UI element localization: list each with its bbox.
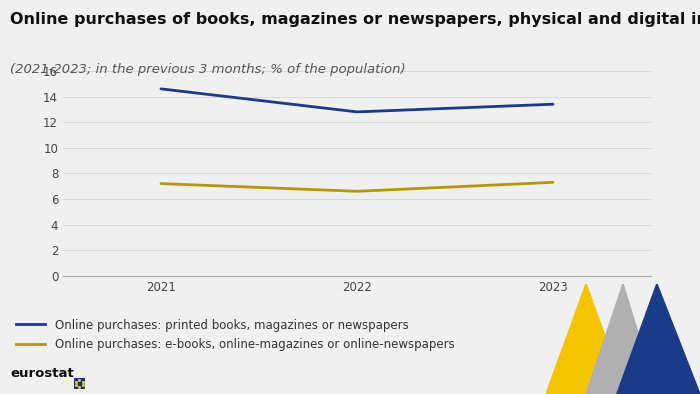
Text: Online purchases of books, magazines or newspapers, physical and digital in the : Online purchases of books, magazines or … bbox=[10, 12, 700, 27]
Point bbox=[74, 377, 85, 383]
Polygon shape bbox=[617, 284, 700, 394]
Point bbox=[70, 382, 81, 388]
Point bbox=[77, 382, 88, 388]
Text: (2021-2023; in the previous 3 months; % of the population): (2021-2023; in the previous 3 months; % … bbox=[10, 63, 406, 76]
Polygon shape bbox=[546, 284, 626, 394]
Text: eurostat: eurostat bbox=[10, 367, 74, 380]
Point bbox=[77, 379, 88, 385]
Point bbox=[74, 384, 85, 390]
Point bbox=[70, 379, 81, 385]
Polygon shape bbox=[586, 284, 657, 394]
Legend: Online purchases: printed books, magazines or newspapers, Online purchases: e-bo: Online purchases: printed books, magazin… bbox=[16, 319, 455, 351]
